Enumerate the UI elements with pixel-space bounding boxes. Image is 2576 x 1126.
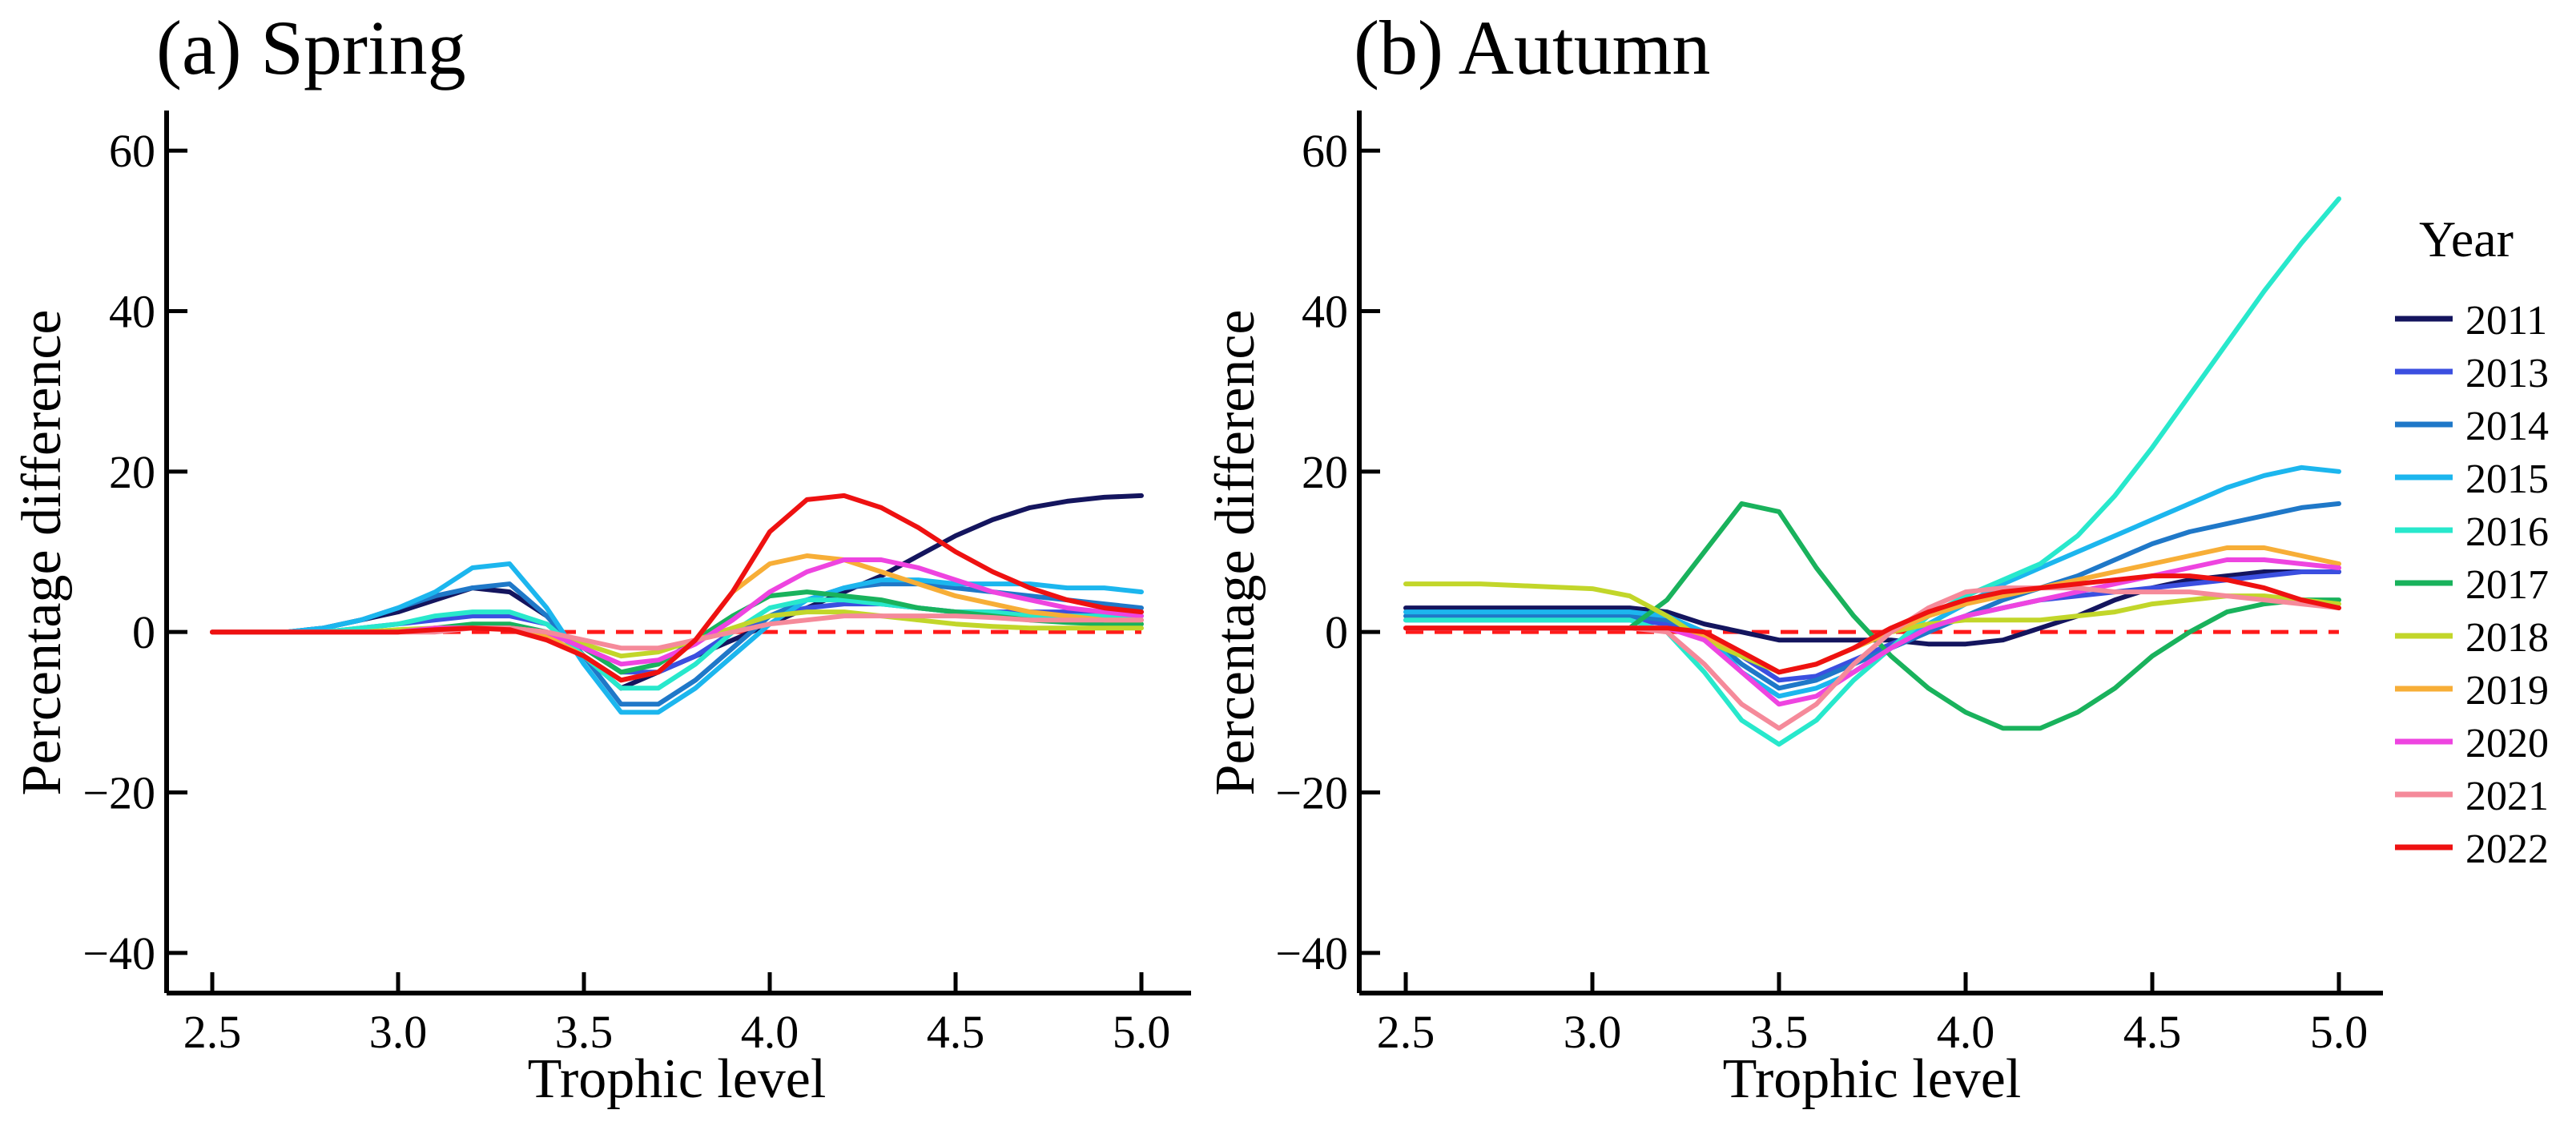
- legend-items: 2011 2013 2014 2015 2016 2017 2018 2019 2020 2021…: [2395, 298, 2549, 872]
- series-line-2015: [210, 561, 1144, 715]
- y-tick-label: −20: [83, 767, 155, 819]
- x-tick-label: 2.5: [1377, 1006, 1435, 1058]
- legend-label-2013: 2013: [2465, 351, 2549, 396]
- legend-label-2016: 2016: [2465, 509, 2549, 555]
- legend-label-2015: 2015: [2465, 456, 2549, 502]
- x-axis-label: Trophic level: [528, 1048, 827, 1110]
- y-tick-label: 0: [1325, 606, 1348, 658]
- series-line-2022: [210, 493, 1144, 683]
- legend-label-2011: 2011: [2465, 298, 2547, 344]
- y-tick-label: −20: [1275, 767, 1348, 819]
- y-tick-label: −40: [83, 927, 155, 979]
- series-line-2016: [210, 597, 1144, 691]
- legend-label-2014: 2014: [2465, 404, 2549, 449]
- y-tick-label: 20: [1302, 446, 1348, 498]
- x-axis-label: Trophic level: [1723, 1048, 2022, 1110]
- panel-spring: (a) Spring Percentage difference Trophic…: [11, 5, 1191, 1110]
- y-axis-label: Percentage difference: [1205, 310, 1266, 796]
- legend-label-2021: 2021: [2465, 774, 2549, 819]
- x-tick-label: 4.0: [741, 1006, 799, 1058]
- y-tick-label: 60: [1302, 125, 1348, 177]
- y-tick-label: −40: [1275, 927, 1348, 979]
- y-tick-label: 40: [1302, 285, 1348, 337]
- ticks-group: 2.5 3.0 3.5 4.0 4.5 5.0 60 40 20 0 −20 −40: [1275, 125, 2368, 1058]
- x-tick-label: 5.0: [2310, 1006, 2369, 1058]
- y-tick-label: 60: [109, 125, 155, 177]
- legend-label-2022: 2022: [2465, 826, 2549, 872]
- series-group: [1403, 196, 2341, 747]
- x-tick-label: 4.5: [2123, 1006, 2182, 1058]
- y-tick-label: 0: [132, 606, 155, 658]
- legend: Year 2011 2013 2014 2015 2016 2017 2018 2019 202…: [2395, 211, 2549, 872]
- x-tick-label: 3.5: [555, 1006, 614, 1058]
- ticks-group: 2.5 3.0 3.5 4.0 4.5 5.0 60 40 20 0 −20 −40: [83, 125, 1170, 1058]
- legend-label-2017: 2017: [2465, 562, 2549, 608]
- x-tick-label: 3.5: [1750, 1006, 1809, 1058]
- panel-title: (b) Autumn: [1354, 5, 1710, 90]
- y-tick-label: 20: [109, 446, 155, 498]
- legend-label-2020: 2020: [2465, 721, 2549, 766]
- x-tick-label: 2.5: [183, 1006, 242, 1058]
- series-line-2016: [1403, 196, 2341, 747]
- x-tick-label: 3.0: [369, 1006, 428, 1058]
- series-line-2022: [1403, 573, 2341, 675]
- x-tick-label: 4.0: [1937, 1006, 1995, 1058]
- legend-title: Year: [2419, 211, 2514, 267]
- series-line-2014: [1403, 501, 2341, 691]
- panel-autumn: (b) Autumn Percentage difference Trophic…: [1205, 5, 2383, 1110]
- x-tick-label: 5.0: [1113, 1006, 1171, 1058]
- y-axis-label: Percentage difference: [11, 310, 73, 796]
- legend-label-2018: 2018: [2465, 615, 2549, 661]
- series-group: [210, 493, 1144, 715]
- x-tick-label: 3.0: [1564, 1006, 1622, 1058]
- x-tick-label: 4.5: [927, 1006, 985, 1058]
- panel-title: (a) Spring: [156, 5, 466, 90]
- y-tick-label: 40: [109, 285, 155, 337]
- legend-label-2019: 2019: [2465, 668, 2549, 714]
